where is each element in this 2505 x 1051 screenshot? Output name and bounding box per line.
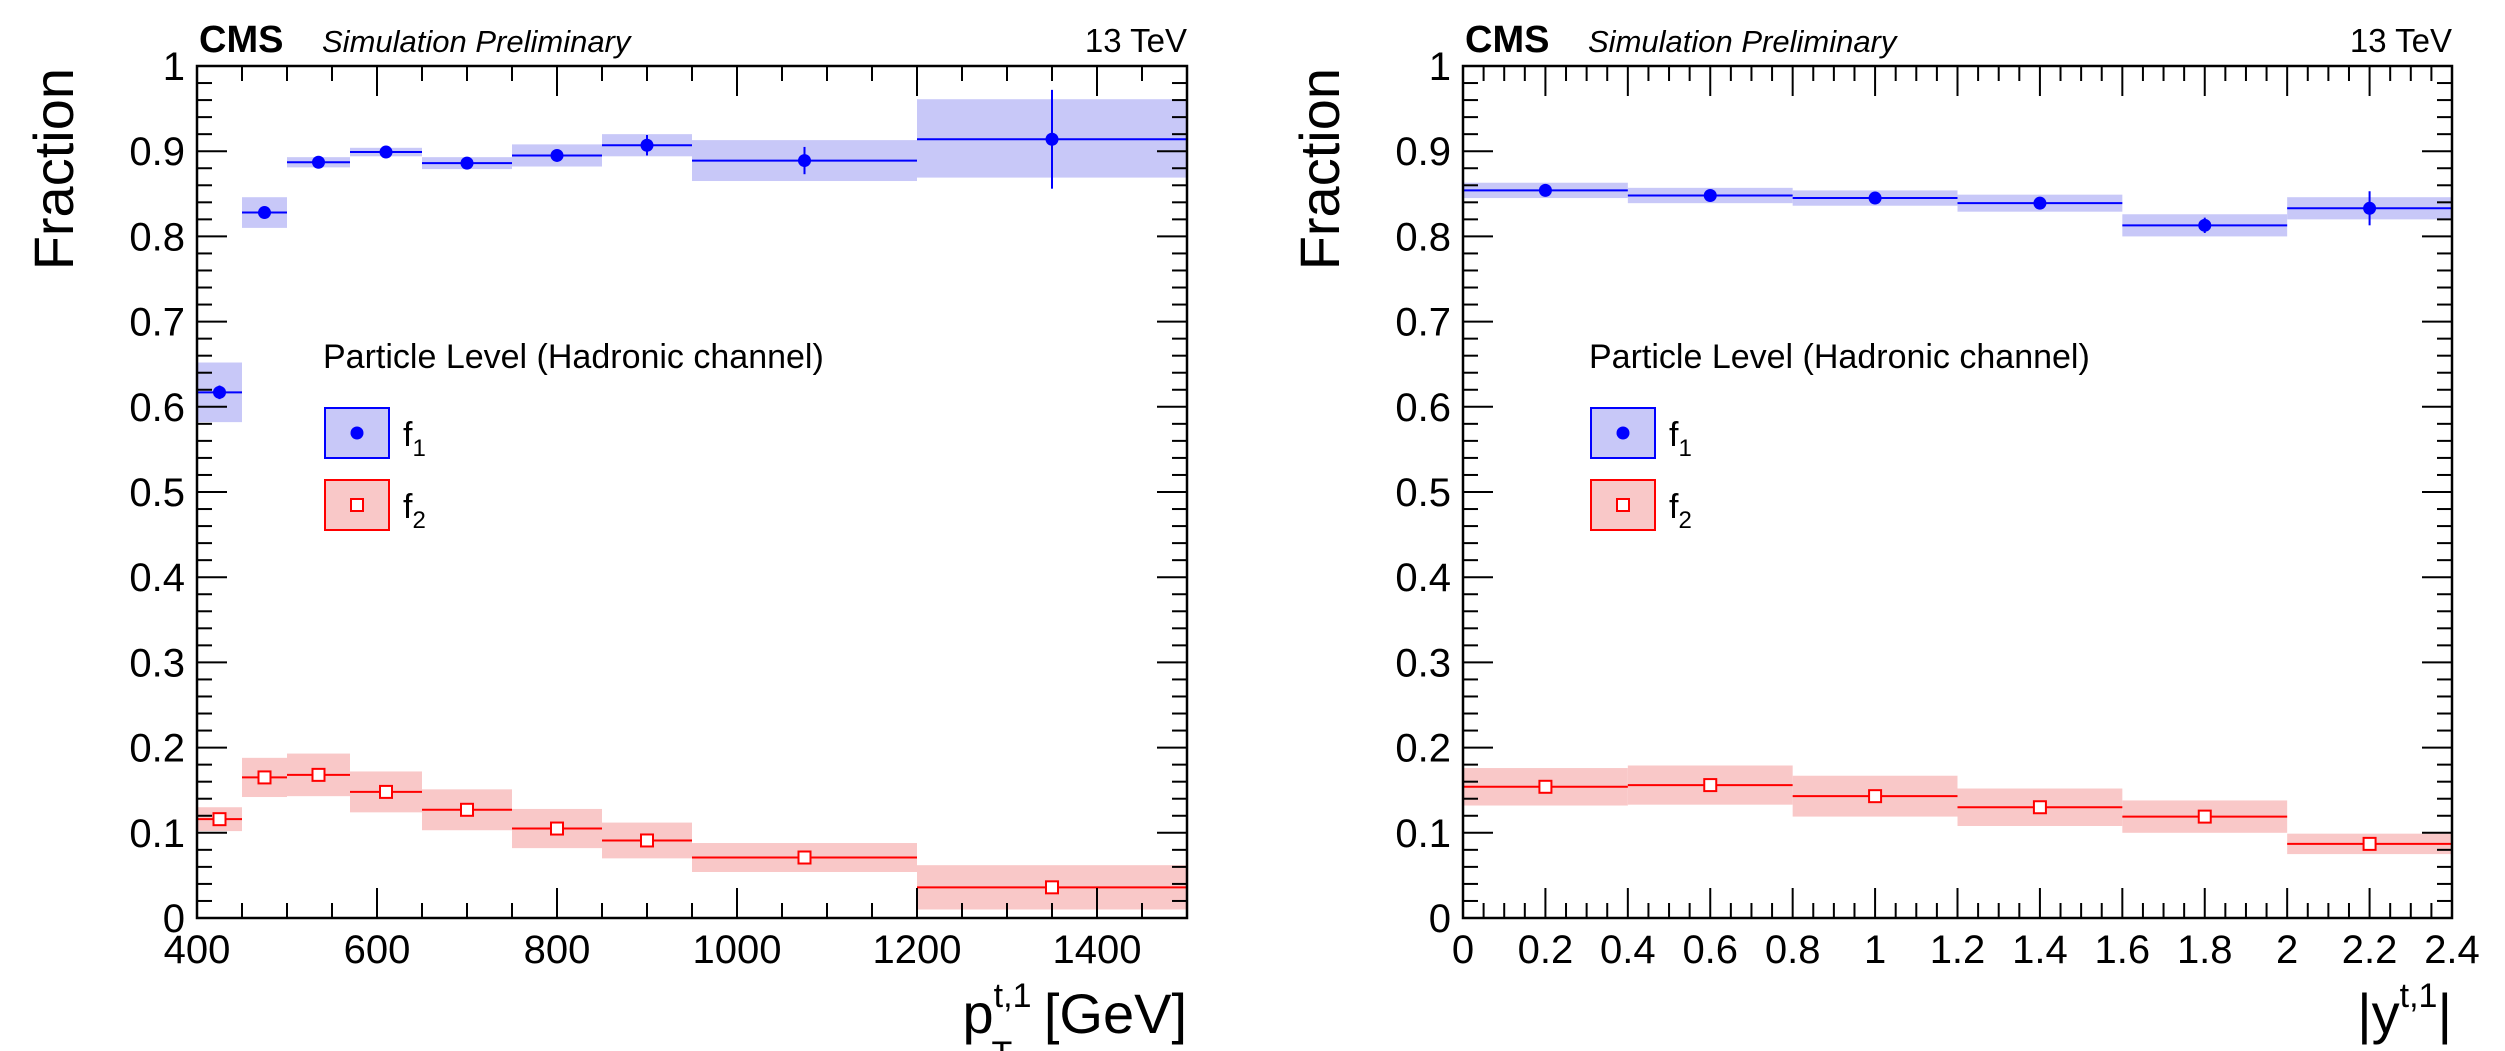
x-tick-label: 0.8 [1765,928,1821,972]
y-axis-label: Fraction [22,68,85,270]
y-tick-label: 0.6 [129,386,185,430]
y-tick-label: 0.7 [129,301,185,345]
f2-point-9 [1045,880,1059,895]
f1-point-4 [379,145,393,159]
y-tick-label: 1 [163,45,185,89]
f2-point-4 [2032,800,2047,815]
y-tick-label: 0.1 [1395,812,1451,856]
f1-point-4 [2033,196,2047,210]
status-label: Simulation Preliminary [322,24,633,59]
energy-label: 13 TeV [2350,22,2452,59]
x-tick-label: 1.8 [2177,928,2233,972]
y-tick-label: 0.5 [1395,471,1451,515]
legend: Particle Level (Hadronic channel) f1 f2 [1589,338,2090,534]
y-tick-label: 0.9 [129,130,185,174]
x-tick-label: 1.4 [2012,928,2068,972]
f1-point-6 [550,148,564,162]
y-tick-label: 0.9 [1395,130,1451,174]
f2-point-1 [1538,779,1553,794]
f2-point-2 [1703,778,1718,793]
y-tick-label: 0.4 [129,556,185,600]
y-tick-label: 0.2 [129,727,185,771]
x-tick-label: 0.6 [1682,928,1738,972]
f2-point-8 [797,850,812,865]
status-label: Simulation Preliminary [1588,24,1899,59]
f1-point-2 [258,206,271,220]
legend-marker-f2 [1616,498,1630,512]
y-tick-label: 0.8 [1395,215,1451,259]
x-tick-label: 1.2 [1930,928,1986,972]
legend-label-f1: f1 [403,416,426,462]
f1-point-6 [2363,201,2377,215]
f1-point-5 [2198,218,2212,232]
y-tick-label: 0.8 [129,215,185,259]
f2-point-4 [379,784,393,799]
f1-point-1 [213,385,226,399]
legend-label-f1: f1 [1669,416,1692,462]
f1-point-8 [798,154,811,168]
f1-point-9 [1045,132,1059,146]
f2-point-7 [640,833,654,848]
f2-point-1 [212,812,227,827]
legend-swatch-f1 [1590,407,1656,459]
f1-point-3 [1868,191,1882,205]
y-axis-label: Fraction [1288,68,1351,270]
experiment-label: CMS [1465,19,1549,61]
chart-panel-2: 0 0.1 0.2 0.3 0.4 0.5 0.6 0.7 0.8 0.9 1 0 0.2 0.4 0.6 0… [1288,19,2480,1045]
f2-point-5 [2197,809,2212,824]
legend: Particle Level (Hadronic channel) f1 f2 [323,338,824,534]
f1-point-5 [460,156,474,170]
f1-point-2 [1703,189,1717,203]
f2-point-3 [311,767,326,782]
x-tick-label: 2.2 [2342,928,2398,972]
x-tick-label: 1400 [1053,928,1142,972]
y-tick-label: 0.6 [1395,386,1451,430]
f2-point-6 [2362,836,2377,851]
x-tick-label: 600 [344,928,411,972]
legend-label-f2: f2 [403,488,426,534]
x-tick-label: 1 [1864,928,1886,972]
y-tick-label: 1 [1429,45,1451,89]
f1-point-1 [1538,183,1552,197]
f2-point-6 [550,821,564,836]
y-tick-label: 0.2 [1395,727,1451,771]
x-tick-label: 1.6 [2095,928,2151,972]
y-tick-label: 0.4 [1395,556,1451,600]
y-tick-label: 0.3 [1395,641,1451,685]
y-tick-label: 0.7 [1395,301,1451,345]
x-tick-label: 800 [524,928,591,972]
f2-point-3 [1868,789,1883,804]
legend-marker-f1 [350,426,364,440]
x-tick-label: 1200 [873,928,962,972]
x-axis-label: |yt,1| [2357,977,2452,1045]
f1-point-3 [312,155,325,169]
legend-marker-f2 [350,498,364,512]
x-tick-label: 400 [164,928,231,972]
x-tick-label: 2.4 [2424,928,2480,972]
legend-title: Particle Level (Hadronic channel) [323,338,824,376]
legend-marker-f1 [1616,426,1630,440]
experiment-label: CMS [199,19,283,61]
legend-label-f2: f2 [1669,488,1692,534]
legend-title: Particle Level (Hadronic channel) [1589,338,2090,376]
x-tick-label: 0.4 [1600,928,1656,972]
x-tick-label: 0 [1452,928,1474,972]
x-tick-label: 2 [2276,928,2298,972]
y-tick-label: 0 [163,897,185,941]
y-tick-label: 0.3 [129,641,185,685]
x-tick-label: 1000 [693,928,782,972]
f2-point-5 [460,802,474,817]
energy-label: 13 TeV [1085,22,1187,59]
y-tick-label: 0.1 [129,812,185,856]
f1-point-7 [640,138,654,152]
x-tick-label: 0.2 [1518,928,1574,972]
f2-point-2 [257,770,272,785]
y-tick-label: 0.5 [129,471,185,515]
y-tick-label: 0 [1429,897,1451,941]
x-axis-label: pt,1T [GeV] [963,977,1187,1051]
